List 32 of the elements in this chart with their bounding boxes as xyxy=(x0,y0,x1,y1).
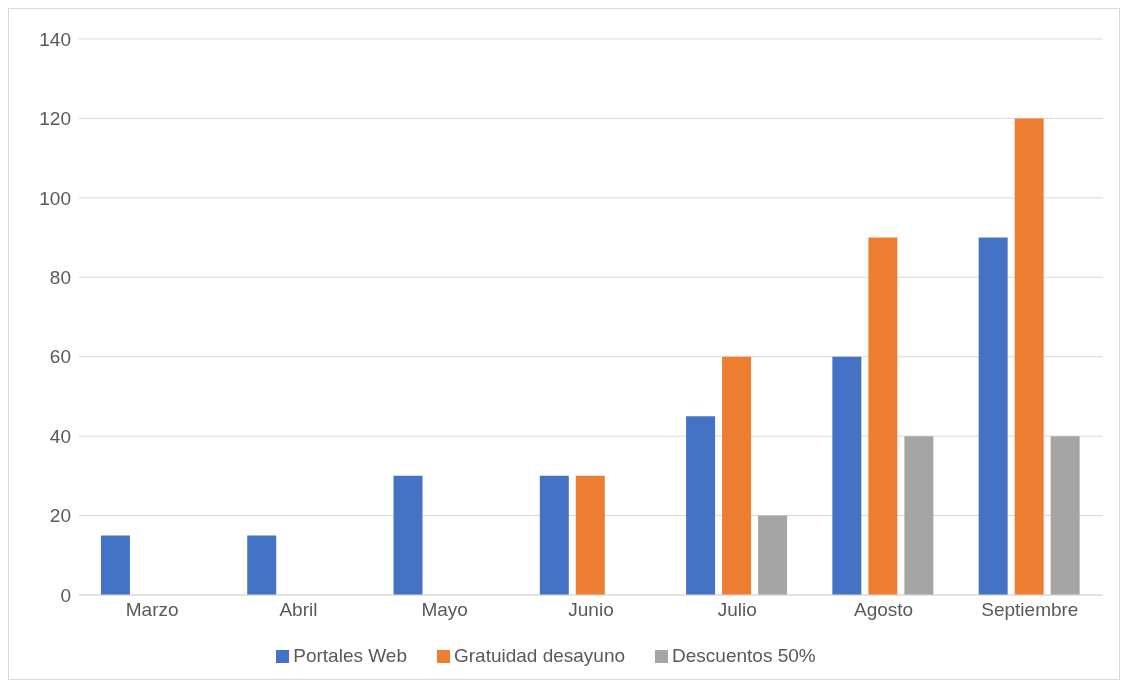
x-tick-label: Agosto xyxy=(853,599,914,621)
bar xyxy=(722,356,752,595)
bar xyxy=(539,475,569,595)
bar xyxy=(1014,118,1044,595)
x-tick-label: Junio xyxy=(568,599,614,621)
x-tick-label: Abril xyxy=(279,599,318,621)
legend-label: Portales Web xyxy=(293,645,407,666)
bar xyxy=(393,475,423,595)
y-tick-label: 0 xyxy=(60,584,71,606)
x-tick-label: Mayo xyxy=(421,599,468,621)
x-tick-label: Marzo xyxy=(125,599,179,621)
bar xyxy=(247,535,277,595)
bar xyxy=(978,237,1008,595)
y-tick-label: 100 xyxy=(39,187,71,209)
bar xyxy=(100,535,130,595)
y-tick-label: 40 xyxy=(49,425,71,447)
x-tick-label: Julio xyxy=(717,599,757,621)
bar xyxy=(868,237,898,595)
y-tick-label: 60 xyxy=(49,346,71,368)
bar xyxy=(832,356,862,595)
y-tick-label: 140 xyxy=(39,28,71,50)
bar xyxy=(575,475,605,595)
x-tick-label: Septiembre xyxy=(981,599,1079,621)
y-tick-label: 20 xyxy=(49,505,71,527)
bar xyxy=(1050,436,1080,595)
bar xyxy=(686,416,716,595)
y-tick-label: 80 xyxy=(49,267,71,289)
bar xyxy=(904,436,934,595)
bar xyxy=(758,515,788,595)
legend-label: Descuentos 50% xyxy=(672,645,816,666)
y-tick-label: 120 xyxy=(39,108,71,130)
legend-label: Gratuidad desayuno xyxy=(453,645,626,666)
